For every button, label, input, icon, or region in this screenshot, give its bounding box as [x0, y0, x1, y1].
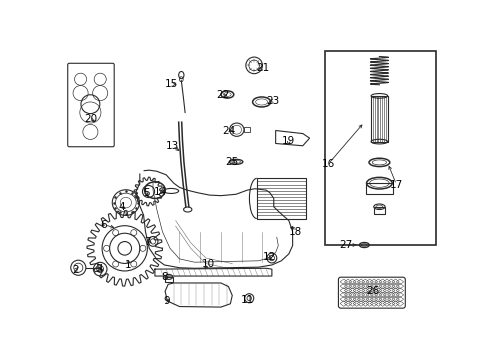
Text: 26: 26 [366, 286, 379, 296]
Text: 25: 25 [225, 157, 238, 167]
Text: 16: 16 [322, 159, 335, 169]
Text: 9: 9 [163, 296, 170, 306]
Text: 22: 22 [216, 90, 229, 100]
Text: 1: 1 [125, 260, 132, 270]
Text: 27: 27 [340, 240, 353, 250]
Text: 14: 14 [154, 186, 167, 197]
Text: 4: 4 [119, 202, 125, 212]
Bar [257, 178, 306, 219]
Text: 2: 2 [73, 265, 79, 275]
Text: 18: 18 [289, 227, 302, 237]
Text: 10: 10 [202, 260, 216, 269]
Text: 24: 24 [222, 126, 236, 135]
Text: 7: 7 [144, 237, 151, 247]
Text: 12: 12 [263, 252, 276, 262]
Text: 19: 19 [282, 136, 295, 146]
Text: 23: 23 [267, 96, 280, 106]
Text: 13: 13 [166, 141, 179, 151]
Text: 15: 15 [165, 79, 178, 89]
Text: 8: 8 [161, 271, 168, 282]
Text: 3: 3 [95, 264, 101, 274]
Text: 11: 11 [241, 294, 254, 305]
Bar [366, 183, 392, 194]
Text: 20: 20 [84, 114, 98, 125]
Text: 17: 17 [390, 180, 403, 190]
Bar [374, 207, 385, 214]
Text: 5: 5 [143, 188, 149, 198]
Text: 6: 6 [100, 220, 107, 230]
Bar [165, 277, 172, 283]
Text: 21: 21 [256, 63, 269, 73]
Bar [371, 96, 388, 141]
Bar [244, 127, 250, 132]
Bar [325, 51, 436, 245]
